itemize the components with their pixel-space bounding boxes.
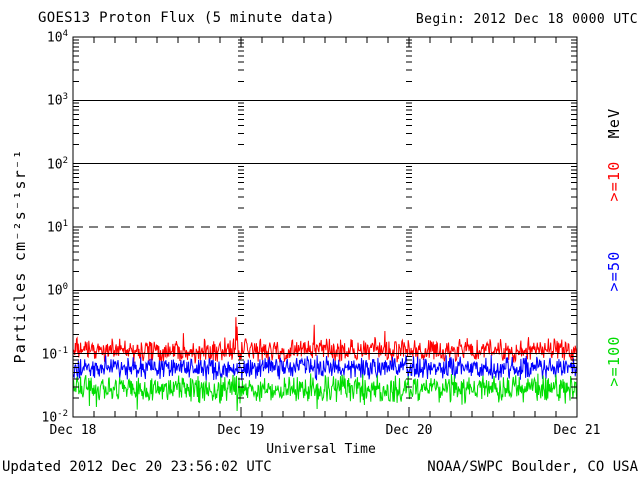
y-tick-label: 100 — [46, 282, 68, 299]
x-tick-label: Dec 21 — [553, 423, 601, 438]
x-tick-label: Dec 20 — [385, 423, 433, 438]
y-tick-label: 10-2 — [41, 409, 69, 426]
chart-title: GOES13 Proton Flux (5 minute data) — [38, 10, 335, 26]
y-tick-label: 103 — [46, 92, 68, 109]
y-tick-label: 10-1 — [41, 345, 69, 362]
axes-frame — [72, 36, 578, 418]
legend-ge100-label: >=100 — [605, 335, 623, 387]
source-credit: NOAA/SWPC Boulder, CO USA — [427, 459, 638, 475]
legend-ge10-label: >=10 — [605, 160, 623, 202]
series-ge10 — [72, 317, 578, 364]
x-tick-label: Dec 18 — [49, 423, 97, 438]
x-axis-title: Universal Time — [266, 442, 376, 457]
begin-time-label: Begin: 2012 Dec 18 0000 UTC — [415, 12, 638, 27]
legend-ge50-label: >=50 — [605, 250, 623, 292]
series-ge50 — [72, 354, 578, 381]
series-ge100 — [72, 373, 578, 412]
y-tick-label: 102 — [46, 155, 68, 172]
y-tick-label: 101 — [46, 219, 68, 236]
gridlines — [73, 39, 577, 399]
y-tick-label: 104 — [46, 29, 68, 46]
updated-timestamp: Updated 2012 Dec 20 23:56:02 UTC — [2, 459, 272, 475]
x-tick-label: Dec 19 — [217, 423, 265, 438]
